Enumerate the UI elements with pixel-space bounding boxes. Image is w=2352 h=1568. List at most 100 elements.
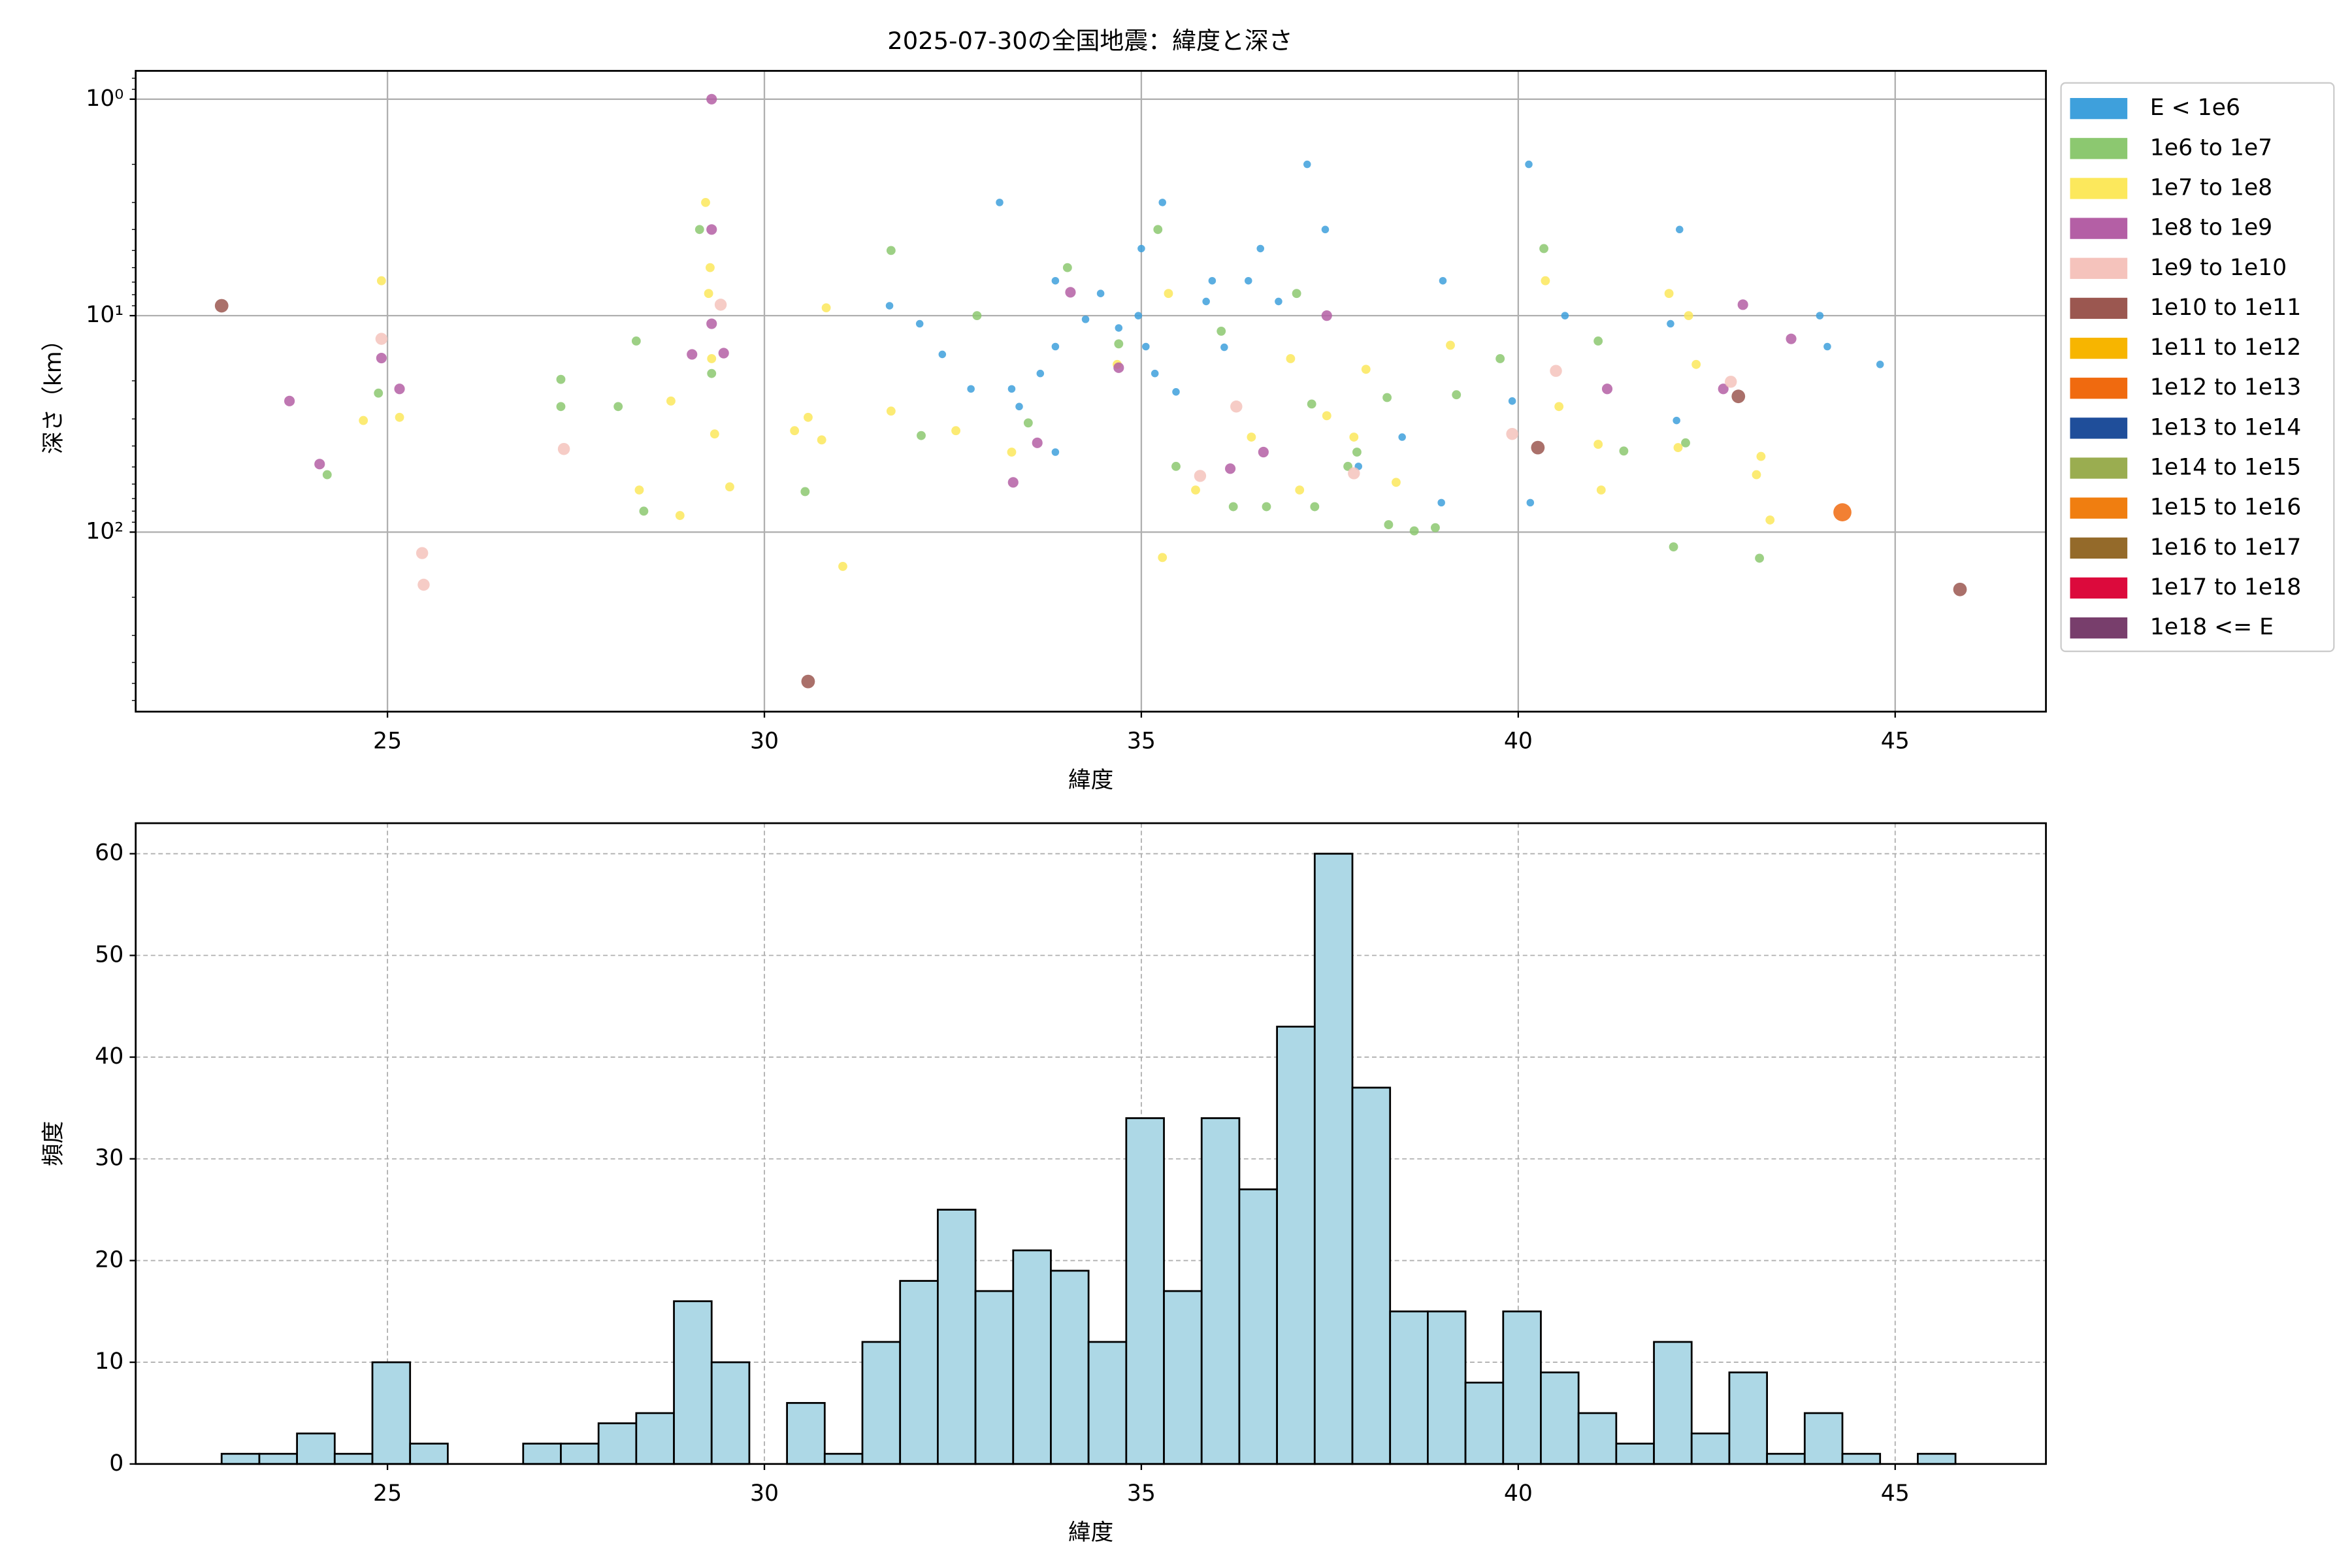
y-tick-label: 30 — [95, 1145, 123, 1171]
point — [1171, 461, 1181, 471]
x-tick-label: 35 — [1127, 1480, 1156, 1507]
legend-swatch — [2070, 417, 2128, 439]
x-tick-label: 45 — [1881, 728, 1910, 754]
point — [725, 482, 734, 492]
point — [1114, 339, 1124, 349]
axes-frame — [135, 70, 2047, 713]
point — [395, 412, 404, 422]
point — [639, 506, 649, 516]
point — [972, 311, 982, 321]
bar — [710, 1361, 751, 1465]
bar — [560, 1443, 600, 1465]
point — [706, 224, 717, 235]
point — [314, 459, 325, 470]
legend-swatch — [2070, 617, 2128, 639]
point — [359, 416, 368, 425]
bar — [1087, 1341, 1128, 1465]
point — [1247, 433, 1256, 442]
point — [1007, 448, 1017, 457]
point — [1164, 289, 1173, 299]
point — [557, 442, 570, 455]
point — [1191, 485, 1200, 495]
point — [694, 225, 704, 235]
point — [801, 674, 815, 689]
point — [1755, 553, 1764, 563]
point — [631, 336, 641, 346]
bar — [1803, 1412, 1844, 1465]
point — [1023, 418, 1033, 428]
point — [214, 299, 229, 313]
point — [1007, 477, 1019, 488]
legend-frame — [2060, 82, 2335, 653]
point — [817, 435, 826, 445]
legend-label: 1e10 to 1e11 — [2150, 295, 2301, 321]
point — [915, 319, 924, 328]
legend-label: 1e6 to 1e7 — [2150, 135, 2272, 161]
point — [1752, 470, 1761, 480]
bar — [1050, 1269, 1090, 1465]
point — [800, 487, 810, 497]
bar — [1163, 1290, 1203, 1465]
bar — [899, 1280, 939, 1465]
y-tick-label: 10 — [95, 1348, 123, 1375]
point — [1531, 440, 1545, 455]
point — [951, 426, 960, 436]
legend-label: 1e17 to 1e18 — [2150, 574, 2301, 600]
bar — [1577, 1412, 1618, 1465]
y-tick-label: 10² — [86, 518, 123, 544]
point — [804, 412, 813, 422]
point — [1664, 289, 1674, 299]
bar — [258, 1452, 298, 1465]
point — [1398, 433, 1406, 441]
x-tick-label: 25 — [373, 1480, 402, 1507]
point — [967, 385, 975, 393]
bar — [1653, 1341, 1693, 1465]
x-tick-label: 35 — [1127, 728, 1156, 754]
bar — [1238, 1188, 1278, 1465]
point — [1718, 384, 1729, 395]
point — [374, 388, 384, 398]
bar — [1728, 1371, 1768, 1465]
point — [704, 289, 713, 299]
bar — [861, 1341, 902, 1465]
bar — [333, 1452, 374, 1465]
plot-area — [135, 71, 2046, 712]
bar — [522, 1443, 562, 1465]
point — [706, 263, 715, 272]
point — [1669, 542, 1678, 551]
x-axis-label: 緯度 — [1068, 767, 1113, 793]
point — [1172, 388, 1180, 396]
point — [1876, 361, 1884, 368]
bar — [673, 1300, 713, 1465]
point — [1550, 365, 1562, 377]
bar — [1917, 1452, 1957, 1465]
legend-swatch — [2070, 497, 2128, 519]
y-tick-label: 10¹ — [86, 302, 123, 328]
x-tick-label: 45 — [1881, 1480, 1910, 1507]
point — [394, 384, 405, 395]
point — [556, 374, 566, 384]
legend-swatch — [2070, 457, 2128, 479]
axes-frame — [135, 822, 2047, 1465]
point — [634, 485, 644, 495]
bar — [1502, 1310, 1542, 1465]
point — [1446, 340, 1455, 350]
point — [1310, 502, 1320, 512]
point — [1593, 336, 1603, 346]
point — [1258, 446, 1269, 458]
point — [1137, 244, 1145, 253]
legend-label: 1e13 to 1e14 — [2150, 414, 2301, 440]
bar — [1540, 1371, 1580, 1465]
point — [1228, 502, 1238, 512]
point — [416, 547, 429, 559]
point — [666, 396, 676, 406]
point — [675, 511, 685, 520]
point — [1051, 342, 1060, 351]
point — [322, 470, 332, 480]
point — [1194, 470, 1207, 482]
x-tick-label: 30 — [750, 1480, 779, 1507]
legend-label: 1e8 to 1e9 — [2150, 215, 2272, 241]
y-tick-label: 0 — [109, 1450, 123, 1477]
legend-swatch — [2070, 257, 2128, 279]
